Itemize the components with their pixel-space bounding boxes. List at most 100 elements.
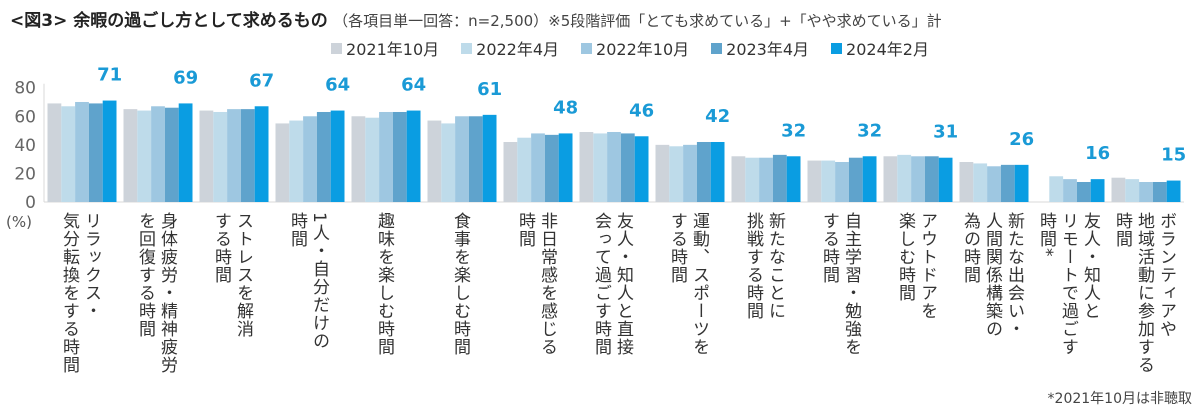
bar — [137, 110, 152, 202]
bar — [517, 137, 532, 202]
bar — [1014, 164, 1029, 202]
bar — [254, 106, 269, 202]
bar — [634, 136, 649, 202]
x-tick-label: 趣味を楽しむ時間 — [374, 212, 394, 356]
bar — [379, 111, 393, 202]
bar — [455, 116, 469, 202]
bar — [911, 156, 925, 202]
bar — [392, 111, 407, 202]
bar — [316, 111, 331, 202]
data-label: 15 — [1161, 145, 1186, 166]
bar — [1063, 179, 1077, 202]
bar — [897, 154, 912, 202]
bar — [593, 133, 608, 202]
legend-item: 2024年2月 — [831, 36, 929, 60]
bar — [655, 144, 670, 202]
bar — [1090, 179, 1105, 202]
bar — [848, 157, 863, 202]
chart-title: <図3> 余暇の過ごし方として求めるもの （各項目単一回答：n=2,500）※5… — [10, 6, 942, 31]
data-label: 16 — [1085, 143, 1110, 164]
data-label: 71 — [97, 65, 122, 86]
data-label: 61 — [477, 79, 502, 100]
x-tick-label: ストレスを解消 する時間 — [211, 212, 253, 338]
bar — [88, 103, 103, 202]
bar — [330, 110, 345, 202]
bar — [151, 106, 165, 202]
bar — [924, 156, 939, 202]
bar — [1000, 164, 1015, 202]
bar — [503, 141, 518, 202]
bar — [883, 156, 898, 202]
x-tick-label: 身体疲労・精神疲労 を回復する時間 — [135, 212, 177, 374]
x-tick-label: リラックス・ 気分転換をする時間 — [59, 212, 101, 374]
bar — [427, 120, 442, 202]
bar — [123, 109, 138, 202]
bar — [468, 116, 483, 202]
bar — [178, 103, 193, 202]
bar — [683, 144, 697, 202]
bar — [213, 111, 228, 202]
y-tick-label: 80 — [14, 79, 36, 99]
x-tick-label: 非日常感を感じる 時間 — [515, 212, 557, 356]
legend-label: 2023年4月 — [726, 40, 810, 59]
data-label: 26 — [1009, 129, 1034, 150]
legend-item: 2021年10月 — [331, 36, 439, 60]
bar — [303, 116, 317, 202]
x-tick-label: 食事を楽しむ時間 — [450, 212, 470, 356]
bar — [821, 160, 836, 202]
bar — [61, 106, 76, 202]
x-tick-label: 運動、スポーツを する時間 — [667, 212, 709, 356]
x-tick-label: 新たなことに 挑戦する時間 — [743, 212, 785, 320]
bar — [987, 166, 1001, 202]
bar — [406, 110, 421, 202]
bar — [544, 134, 559, 202]
x-tick-label: ボランティアや 地域活動に参加する 時間 — [1112, 212, 1176, 374]
bar — [240, 109, 255, 202]
data-label: 32 — [781, 120, 806, 141]
legend-swatch — [331, 42, 343, 54]
bar — [289, 120, 304, 202]
legend-item: 2022年10月 — [581, 36, 689, 60]
legend-label: 2024年2月 — [846, 40, 929, 59]
bar — [772, 154, 787, 202]
legend-label: 2022年10月 — [596, 40, 690, 59]
bar — [710, 141, 725, 202]
footnote: *2021年10月は非聴取 — [1047, 391, 1192, 407]
data-label: 64 — [325, 75, 350, 96]
data-label: 64 — [401, 75, 426, 96]
bar — [1166, 180, 1181, 202]
bar — [75, 101, 89, 202]
bar — [558, 133, 573, 202]
x-tick-label: 新たな出会い・ 人間関係構築の 為の時間 — [960, 212, 1024, 338]
bar — [745, 157, 760, 202]
legend-label: 2022年4月 — [476, 40, 560, 59]
bar — [1049, 176, 1064, 202]
bar — [607, 131, 621, 202]
bar — [862, 156, 877, 202]
legend-swatch — [831, 42, 843, 54]
bar — [351, 116, 366, 202]
data-label: 42 — [705, 106, 730, 127]
x-tick-label: 1人・自分だけの 時間 — [287, 212, 329, 350]
y-tick-label: 20 — [14, 164, 36, 184]
title-main: <図3> 余暇の過ごし方として求めるもの — [10, 11, 328, 31]
bar — [835, 161, 849, 202]
bar — [786, 156, 801, 202]
data-label: 67 — [249, 70, 274, 91]
data-label: 69 — [173, 67, 198, 88]
legend-label: 2021年10月 — [346, 40, 440, 59]
bar — [973, 163, 988, 202]
legend-swatch — [711, 42, 723, 54]
bar — [227, 109, 241, 202]
bar — [441, 123, 456, 202]
y-tick-label: 60 — [14, 107, 36, 127]
y-axis-unit: (%) — [6, 213, 32, 231]
legend-item: 2023年4月 — [711, 36, 809, 60]
y-tick-label: 0 — [25, 193, 36, 213]
bar — [482, 114, 497, 202]
bar — [807, 160, 822, 202]
legend-item: 2022年4月 — [461, 36, 559, 60]
bar — [47, 103, 62, 202]
